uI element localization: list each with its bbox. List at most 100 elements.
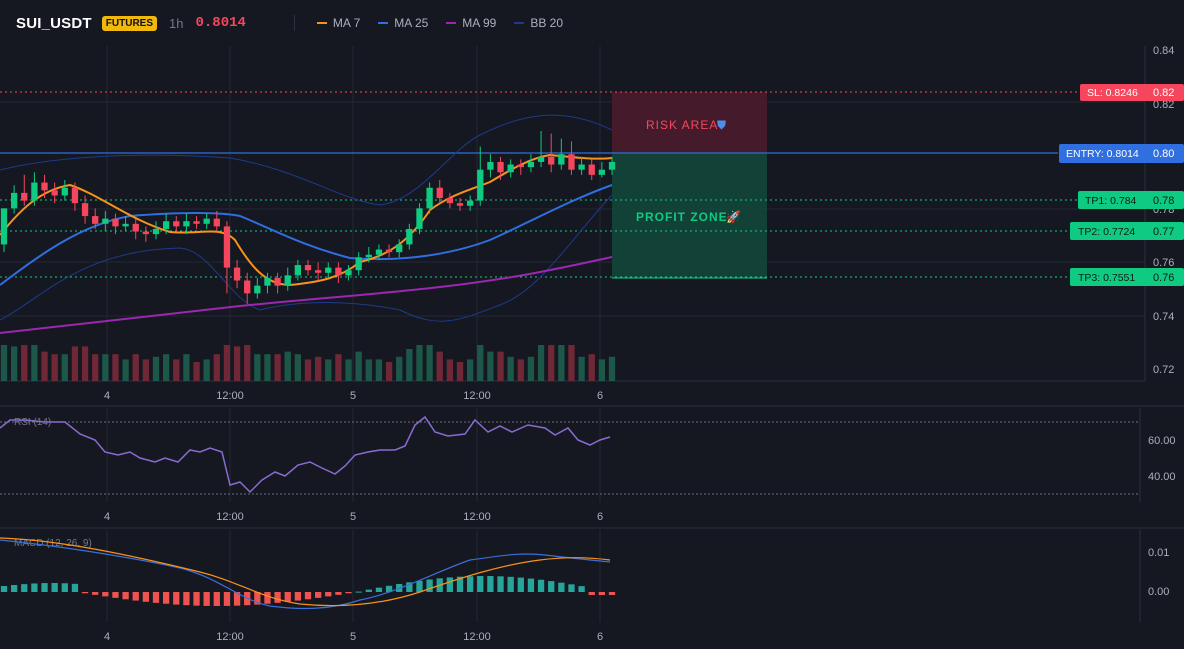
candle[interactable] [193, 221, 200, 224]
candle[interactable] [213, 218, 220, 227]
candle[interactable] [578, 164, 585, 170]
candle[interactable] [21, 192, 28, 201]
volume-bar [365, 359, 372, 381]
candle[interactable] [92, 216, 99, 224]
candle[interactable] [507, 164, 514, 173]
macd-bar [152, 592, 160, 603]
macd-bar [466, 576, 474, 592]
candle[interactable] [162, 221, 170, 229]
legend-bb20[interactable]: BB 20 [514, 16, 563, 30]
profit-zone[interactable] [612, 154, 767, 278]
candle[interactable] [10, 192, 18, 209]
time-label: 12:00 [463, 511, 491, 523]
candle[interactable] [598, 169, 606, 175]
volume-bar [497, 351, 504, 381]
candles-group[interactable] [0, 131, 616, 304]
candle[interactable] [0, 208, 8, 245]
candle[interactable] [558, 154, 565, 165]
macd-bar [122, 592, 129, 600]
ma99-swatch [446, 22, 457, 24]
candle[interactable] [254, 285, 261, 294]
volume-bar [41, 351, 48, 381]
legend-ma25[interactable]: MA 25 [378, 16, 428, 30]
candle[interactable] [406, 228, 413, 245]
tp3-tag[interactable]: TP3: 0.7551 0.76 [1070, 268, 1184, 286]
candle[interactable] [132, 223, 139, 232]
candle[interactable] [142, 231, 150, 235]
candle[interactable] [41, 182, 48, 191]
candle[interactable] [466, 200, 474, 206]
candle[interactable] [375, 249, 383, 255]
macd-bar [173, 592, 180, 605]
candle[interactable] [274, 277, 281, 286]
candle[interactable] [264, 277, 271, 286]
macd-bar [375, 587, 383, 592]
candle[interactable] [517, 164, 524, 168]
macd-label: MACD (12, 26, 9) [14, 538, 92, 549]
candle[interactable] [537, 156, 545, 162]
candle[interactable] [223, 226, 231, 268]
volume-bar [507, 356, 514, 381]
macd-bar [446, 577, 454, 592]
macd-bar [21, 584, 28, 592]
candle[interactable] [325, 267, 332, 273]
candle[interactable] [456, 203, 464, 206]
candle[interactable] [446, 198, 454, 204]
volume-bar [233, 346, 241, 381]
candle[interactable] [396, 244, 403, 253]
volume-bar [254, 354, 261, 381]
candle[interactable] [244, 280, 251, 294]
sl-tag[interactable]: SL: 0.8246 0.82 [1080, 84, 1184, 101]
candle[interactable] [365, 254, 372, 258]
candle[interactable] [203, 218, 210, 224]
entry-tag[interactable]: ENTRY: 0.8014 0.80 [1059, 144, 1184, 163]
candle[interactable] [335, 267, 342, 276]
volume-bar [325, 359, 332, 381]
tp1-tag[interactable]: TP1: 0.784 0.78 [1078, 191, 1184, 209]
candle[interactable] [527, 161, 535, 168]
risk-area-zone[interactable] [612, 92, 767, 154]
candle[interactable] [477, 169, 484, 201]
candle[interactable] [51, 190, 58, 196]
candle[interactable] [173, 221, 180, 227]
candle[interactable] [426, 187, 433, 209]
candle[interactable] [233, 267, 241, 281]
candle[interactable] [436, 187, 443, 199]
candle[interactable] [112, 218, 119, 227]
timeframe-selector[interactable]: 1h [169, 15, 184, 31]
candle[interactable] [385, 249, 393, 253]
symbol-label[interactable]: SUI_USDT [16, 14, 92, 32]
rsi-tick: 40.00 [1148, 471, 1176, 483]
candle[interactable] [487, 161, 494, 170]
candle[interactable] [71, 187, 79, 204]
candle[interactable] [548, 156, 555, 165]
candle[interactable] [183, 221, 190, 227]
candle[interactable] [304, 265, 312, 271]
legend-ma7[interactable]: MA 7 [316, 16, 360, 30]
candle[interactable] [102, 218, 109, 224]
volume-bar [456, 362, 464, 381]
tp2-tag[interactable]: TP2: 0.7724 0.77 [1070, 222, 1184, 240]
candle[interactable] [568, 154, 575, 170]
candle[interactable] [314, 270, 322, 273]
volume-bar [527, 356, 535, 381]
candle[interactable] [31, 182, 38, 201]
candle[interactable] [61, 187, 68, 196]
macd-bar [578, 586, 585, 592]
candle[interactable] [497, 161, 504, 173]
candle[interactable] [345, 270, 352, 276]
legend-ma99[interactable]: MA 99 [446, 16, 496, 30]
candle[interactable] [152, 228, 160, 235]
macd-bar [304, 592, 312, 600]
candle[interactable] [284, 275, 291, 286]
candle[interactable] [416, 208, 423, 229]
candle[interactable] [122, 223, 129, 227]
candle[interactable] [588, 164, 595, 175]
candle[interactable] [294, 265, 302, 276]
candle[interactable] [608, 161, 616, 170]
time-label: 12:00 [463, 390, 491, 402]
candle[interactable] [355, 257, 362, 271]
candle[interactable] [81, 203, 89, 217]
price-tick: 0.82 [1153, 99, 1174, 111]
